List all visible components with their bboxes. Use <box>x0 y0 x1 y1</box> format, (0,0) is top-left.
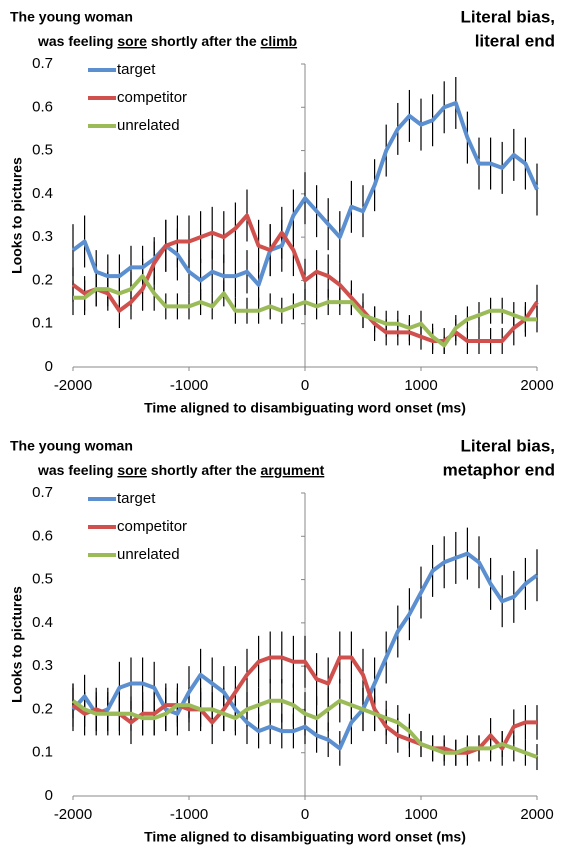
sentence-part: shortly after the <box>147 462 261 478</box>
sentence-line: The young woman <box>10 9 133 25</box>
sentence-line: The young woman <box>10 438 133 454</box>
annotation: Literal bias, <box>461 7 555 26</box>
x-tick-label: -1000 <box>170 377 208 394</box>
series-line <box>71 551 539 751</box>
legend-label: target <box>117 490 156 507</box>
y-tick-label: 0.5 <box>32 142 53 159</box>
series-line <box>73 274 537 348</box>
legend-label: target <box>117 61 156 78</box>
sentence-part: was feeling <box>37 462 117 478</box>
y-tick-label: 0.2 <box>32 271 53 288</box>
series-line <box>71 101 539 287</box>
y-tick-label: 0 <box>45 358 53 375</box>
sentence-part: was feeling <box>37 33 117 49</box>
annotation: Literal bias, <box>461 436 555 455</box>
y-tick-label: 0.6 <box>32 527 53 544</box>
x-axis-label: Time aligned to disambiguating word onse… <box>144 829 466 845</box>
y-tick-label: 0.3 <box>32 228 53 245</box>
x-tick-label: 2000 <box>520 377 553 394</box>
y-tick-label: 0.4 <box>32 614 53 631</box>
y-axis-label: Looks to pictures <box>9 586 25 703</box>
annotation: metaphor end <box>443 460 555 479</box>
x-tick-label: 0 <box>301 377 309 394</box>
y-tick-label: 0.7 <box>32 55 53 72</box>
x-tick-label: 1000 <box>404 377 437 394</box>
x-tick-label: 0 <box>301 806 309 823</box>
y-tick-label: 0 <box>45 787 53 804</box>
y-tick-label: 0.2 <box>32 700 53 717</box>
sentence-part: climb <box>261 33 298 49</box>
sentence-line: was feeling sore shortly after the climb <box>37 33 297 49</box>
sentence-part: sore <box>117 462 147 478</box>
y-axis-label: Looks to pictures <box>9 157 25 274</box>
x-tick-label: -2000 <box>54 377 92 394</box>
legend-label: unrelated <box>117 546 180 563</box>
x-tick-label: -1000 <box>170 806 208 823</box>
sentence-line: was feeling sore shortly after the argum… <box>37 462 325 478</box>
y-tick-label: 0.6 <box>32 98 53 115</box>
legend-label: competitor <box>117 518 187 535</box>
annotation: literal end <box>475 31 555 50</box>
y-tick-label: 0.3 <box>32 657 53 674</box>
x-tick-label: 2000 <box>520 806 553 823</box>
x-tick-label: -2000 <box>54 806 92 823</box>
legend-label: competitor <box>117 89 187 106</box>
legend-label: unrelated <box>117 117 180 134</box>
x-axis-label: Time aligned to disambiguating word onse… <box>144 400 466 416</box>
y-tick-label: 0.4 <box>32 185 53 202</box>
series-line <box>71 213 539 343</box>
y-tick-label: 0.7 <box>32 484 53 501</box>
y-tick-label: 0.1 <box>32 315 53 332</box>
series-line <box>71 698 538 759</box>
sentence-part: sore <box>117 33 147 49</box>
sentence-part: shortly after the <box>147 33 261 49</box>
sentence-part: argument <box>261 462 325 478</box>
y-tick-label: 0.5 <box>32 571 53 588</box>
y-tick-label: 0.1 <box>32 744 53 761</box>
x-tick-label: 1000 <box>404 806 437 823</box>
